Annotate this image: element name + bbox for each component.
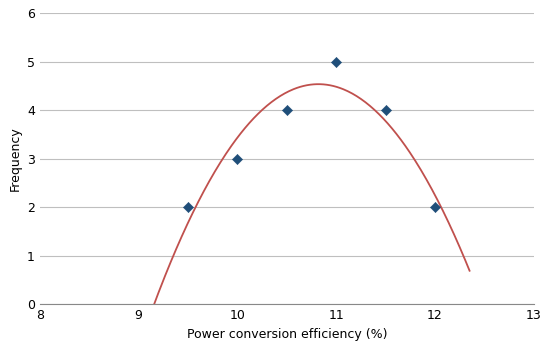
Point [381, 107, 390, 113]
Point [332, 59, 340, 65]
Point [282, 107, 291, 113]
Y-axis label: Frequency: Frequency [8, 126, 21, 191]
Point [431, 205, 439, 210]
Point [184, 205, 192, 210]
X-axis label: Power conversion efficiency (%): Power conversion efficiency (%) [186, 328, 387, 341]
Point [233, 156, 242, 162]
